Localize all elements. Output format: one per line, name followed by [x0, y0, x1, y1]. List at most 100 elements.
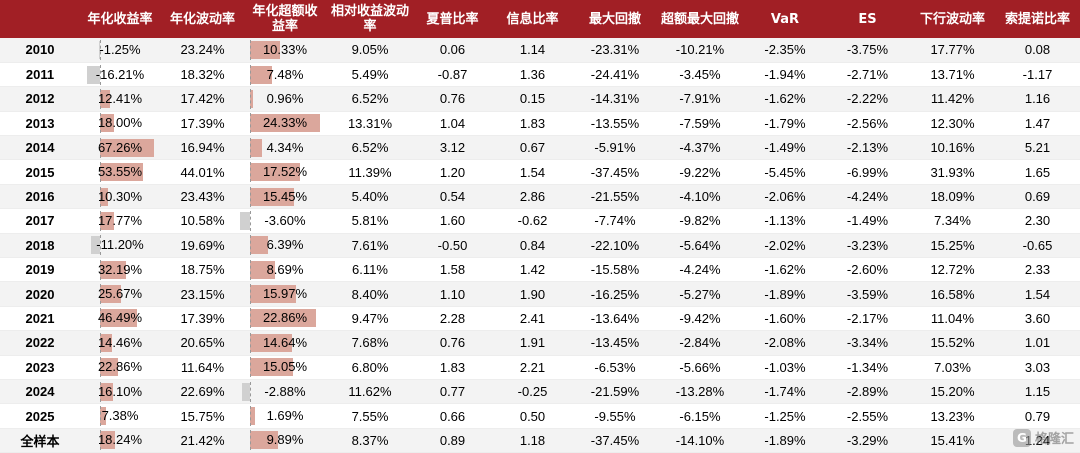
databar-fill [250, 431, 279, 450]
cell-value: 14.64% [262, 334, 308, 350]
table-row: 2023 22.86% 11.64% 15.05% 6.80% 1.83 2.21 -6.53… [0, 355, 1080, 380]
table-row: 2024 16.10% 22.69% -2.88% 11.62% 0.77 -0.25 -21… [0, 379, 1080, 405]
cell-sortino: 0.08 [995, 38, 1080, 63]
cell-value: 8.69% [266, 261, 304, 277]
cell-var: -1.89% [745, 281, 825, 307]
cell-sharpe: 0.76 [415, 330, 490, 356]
table-row: 2012 12.41% 17.42% 0.96% 6.52% 0.76 0.15 -14.31… [0, 86, 1080, 112]
databar: 15.05% [245, 357, 325, 378]
cell-max-drawdown: -6.53% [575, 355, 655, 380]
watermark-text: 格隆汇 [1034, 432, 1074, 447]
cell-value: -11.20% [96, 237, 144, 253]
cell-relative-volatility: 5.40% [325, 184, 415, 210]
databar: 8.69% [245, 259, 325, 280]
databar: 15.97% [245, 284, 325, 305]
databar-axis [100, 88, 101, 109]
header-sharpe: 夏普比率 [426, 11, 479, 27]
cell-downside-volatility: 10.16% [910, 135, 995, 161]
cell-value: 17.52% [262, 164, 308, 180]
databar-axis [250, 162, 251, 183]
cell-downside-volatility: 16.58% [910, 281, 995, 307]
cell-year: 2015 [0, 159, 80, 185]
cell-annual-volatility: 44.01% [160, 159, 245, 185]
databar: -2.88% [241, 381, 325, 402]
cell-value: 15.05% [262, 359, 308, 375]
cell-relative-volatility: 7.61% [325, 233, 415, 259]
databar: 0.96% [245, 88, 325, 109]
cell-annual-excess-return: 6.39% [245, 233, 325, 259]
cell-year: 2021 [0, 306, 80, 332]
cell-var: -1.79% [745, 111, 825, 137]
cell-downside-volatility: 11.04% [910, 306, 995, 332]
databar-axis [100, 259, 101, 280]
databar-axis [250, 308, 251, 329]
databar-fill [100, 211, 115, 230]
cell-max-drawdown: -23.31% [575, 38, 655, 63]
cell-sortino: 2.33 [995, 257, 1080, 283]
databar-fill [100, 89, 110, 108]
cell-annual-excess-return: -2.88% [241, 379, 325, 405]
cell-value: 16.10% [97, 383, 143, 399]
cell-downside-volatility: 7.34% [910, 208, 995, 234]
cell-value: 18.00% [97, 115, 143, 131]
databar: 46.49% [80, 308, 160, 329]
cell-var: -2.35% [745, 38, 825, 63]
cell-es: -1.49% [825, 208, 910, 234]
databar: 24.33% [245, 113, 325, 134]
databar: 12.41% [80, 88, 160, 109]
databar-axis [100, 381, 101, 402]
cell-sortino: -0.65 [995, 233, 1080, 259]
cell-sharpe: -0.87 [415, 62, 490, 88]
cell-annual-return: -16.21% [80, 62, 160, 88]
databar-fill [100, 138, 154, 157]
databar-fill [100, 114, 115, 133]
databar-fill [250, 236, 269, 255]
cell-excess-max-drawdown: -5.64% [655, 233, 745, 259]
databar-axis [100, 332, 101, 353]
cell-annual-volatility: 15.75% [160, 403, 245, 429]
cell-year: 2023 [0, 355, 80, 380]
databar-fill [250, 138, 263, 157]
cell-value: 6.39% [266, 237, 304, 253]
cell-excess-max-drawdown: -4.10% [655, 184, 745, 210]
cell-value: -1.25% [99, 41, 141, 57]
cell-info-ratio: 2.41 [490, 306, 575, 332]
databar: 25.67% [80, 284, 160, 305]
cell-annual-volatility: 19.69% [160, 233, 245, 259]
cell-info-ratio: 1.36 [490, 62, 575, 88]
cell-value: 10.30% [97, 188, 143, 204]
cell-annual-volatility: 23.24% [160, 38, 245, 63]
databar: -3.60% [239, 210, 325, 231]
cell-var: -2.06% [745, 184, 825, 210]
databar-fill [250, 407, 255, 426]
cell-relative-volatility: 7.55% [325, 403, 415, 429]
cell-info-ratio: 2.86 [490, 184, 575, 210]
cell-annual-volatility: 10.58% [160, 208, 245, 234]
cell-value: 9.89% [266, 432, 304, 448]
databar-fill [100, 187, 109, 206]
cell-downside-volatility: 15.20% [910, 379, 995, 405]
header-max-drawdown: 最大回撤 [588, 11, 641, 27]
databar: -11.20% [80, 235, 160, 256]
cell-value: 7.38% [101, 408, 139, 424]
databar: 6.39% [245, 235, 325, 256]
databar: 16.10% [80, 381, 160, 402]
cell-annual-excess-return: 24.33% [245, 111, 325, 137]
cell-value: -2.88% [264, 383, 306, 399]
table-row: 2025 7.38% 15.75% 1.69% 7.55% 0.66 0.50 -9.55% -… [0, 403, 1080, 429]
cell-annual-excess-return: 8.69% [245, 257, 325, 283]
cell-annual-return: 18.00% [80, 111, 160, 137]
cell-value: 46.49% [97, 310, 143, 326]
table-row: 2019 32.19% 18.75% 8.69% 6.11% 1.58 1.42 -15.58… [0, 257, 1080, 283]
table-row: 2016 10.30% 23.43% 15.45% 5.40% 0.54 2.86 -21.5… [0, 184, 1080, 210]
cell-sharpe: 0.06 [415, 38, 490, 63]
cell-info-ratio: -0.25 [490, 379, 575, 405]
cell-info-ratio: 1.90 [490, 281, 575, 307]
databar-axis [250, 259, 251, 280]
cell-downside-volatility: 13.23% [910, 403, 995, 429]
cell-var: -1.74% [745, 379, 825, 405]
cell-value: 10.33% [262, 41, 308, 57]
header-info-ratio: 信息比率 [506, 11, 559, 27]
cell-sortino: 0.79 [995, 403, 1080, 429]
